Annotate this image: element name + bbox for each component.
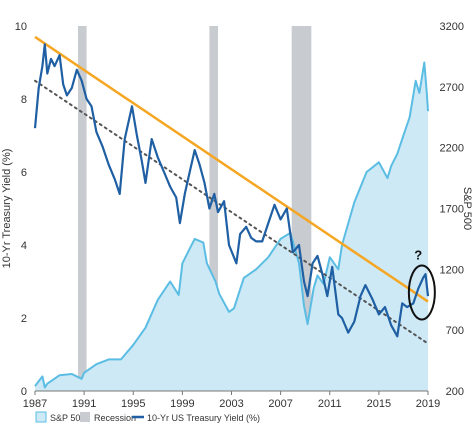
yield-series (33, 43, 430, 338)
x-tick-label-2011: 2011 (318, 398, 342, 410)
y-right-tick-label-700: 700 (446, 325, 464, 337)
y-right-tick-label-2200: 2200 (440, 143, 464, 155)
x-tick-label-2015: 2015 (367, 398, 391, 410)
sp500-series (34, 61, 429, 391)
x-tick-label-1991: 1991 (72, 398, 96, 410)
y-left-axis-title: 10-Yr Treasury Yield (%) (1, 149, 13, 269)
legend-swatch-sp500 (35, 411, 47, 423)
x-tick-label-1995: 1995 (121, 398, 145, 410)
y-left-tick-label-10: 10 (15, 21, 27, 33)
legend: S&P 500 Recession 10-Yr US Treasury Yield … (35, 411, 260, 423)
dotted-trend-line (34, 79, 429, 345)
orange-trend-line (34, 35, 429, 303)
y-left-tick-label-4: 4 (21, 240, 27, 252)
sp500-area (35, 62, 428, 391)
question-mark-annotation: ? (414, 247, 422, 262)
y-left-tick-label-2: 2 (21, 313, 27, 325)
y-left-tick-label-6: 6 (21, 167, 27, 179)
y-right-tick-label-200: 200 (446, 386, 464, 398)
recession-band-1 (77, 26, 87, 391)
y-right-tick-label-3200: 3200 (440, 21, 464, 33)
legend-swatch-recession (80, 412, 90, 422)
x-tick-label-2003: 2003 (219, 398, 243, 410)
y-right-tick-label-1200: 1200 (440, 264, 464, 276)
y-left-tick-label-8: 8 (21, 94, 27, 106)
legend-label-recession: Recession (94, 413, 136, 423)
y-right-tick-label-1700: 1700 (440, 204, 464, 216)
axes: 1987 1991 1995 1999 2003 2007 2011 2015 2019 0 2 4 6… (1, 21, 473, 410)
trend-lines (34, 35, 429, 345)
legend-label-yield: 10-Yr US Treasury Yield (%) (147, 413, 260, 423)
x-tick-label-1987: 1987 (23, 398, 47, 410)
sp500-line (34, 61, 429, 389)
x-tick-label-2019: 2019 (416, 398, 440, 410)
annotations: ? (407, 247, 436, 321)
y-right-axis-title: S&P 500 (461, 187, 473, 230)
y-left-tick-label-0: 0 (21, 386, 27, 398)
x-tick-label-1999: 1999 (170, 398, 194, 410)
y-right-tick-label-2700: 2700 (440, 82, 464, 94)
legend-label-sp500: S&P 500 (50, 413, 85, 423)
highlight-ellipse (407, 264, 436, 321)
recession-band-2 (209, 26, 218, 391)
yield-line (33, 43, 430, 338)
x-tick-label-2007: 2007 (268, 398, 292, 410)
